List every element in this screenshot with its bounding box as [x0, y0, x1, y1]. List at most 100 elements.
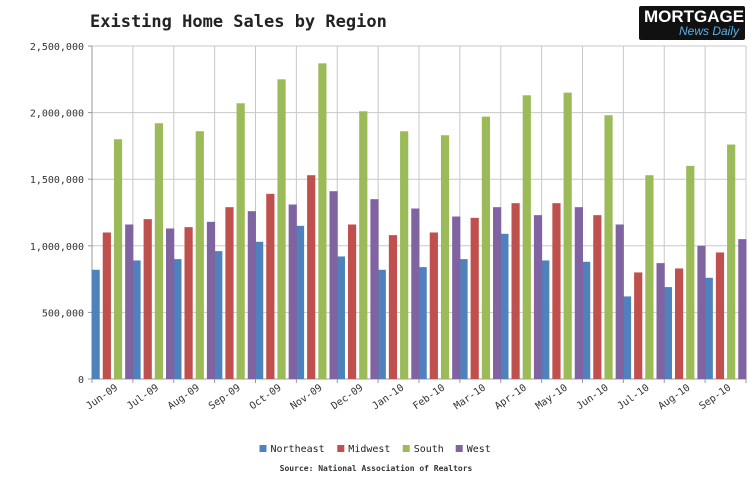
- bar-northeast-may-10: [541, 260, 550, 379]
- bar-south-oct-09: [277, 79, 286, 380]
- bar-west-jul-09: [166, 228, 175, 379]
- bar-northeast-oct-09: [255, 241, 264, 379]
- bar-west-aug-10: [697, 245, 706, 379]
- bar-northeast-jun-09: [91, 269, 100, 379]
- logo-wordmark: MORTGAGE: [644, 7, 745, 26]
- x-tick-label: Sep-09: [207, 382, 243, 412]
- bar-midwest-aug-09: [184, 227, 193, 379]
- legend-label-midwest: Midwest: [348, 444, 390, 455]
- x-tick-label: Jan-10: [370, 382, 406, 412]
- bar-west-mar-10: [493, 207, 502, 379]
- bar-west-jul-10: [656, 263, 665, 379]
- x-tick-label: Jun-09: [84, 382, 120, 412]
- y-tick-label: 500,000: [42, 308, 84, 319]
- bar-midwest-sep-10: [715, 252, 725, 379]
- legend-label-northeast: Northeast: [271, 444, 325, 455]
- x-tick-label: Oct-09: [248, 382, 284, 412]
- bar-west-aug-09: [206, 221, 216, 379]
- y-tick-label: 2,500,000: [30, 42, 84, 53]
- y-tick-label: 1,500,000: [30, 175, 84, 186]
- bar-midwest-apr-10: [511, 203, 520, 379]
- bar-west-jun-10: [615, 224, 624, 379]
- bar-northeast-sep-10: [704, 277, 713, 379]
- bar-west-sep-10: [738, 239, 747, 379]
- bar-west-apr-10: [533, 215, 543, 379]
- bar-northeast-jun-10: [582, 261, 591, 379]
- bar-midwest-mar-10: [470, 217, 479, 379]
- bar-west-jun-09: [125, 224, 134, 379]
- legend-label-south: South: [414, 444, 444, 455]
- bar-south-feb-10: [440, 135, 450, 379]
- bar-northeast-jan-10: [377, 269, 386, 379]
- y-tick-label: 2,000,000: [30, 109, 84, 120]
- bar-northeast-mar-10: [459, 259, 468, 379]
- chart-title: Existing Home Sales by Region: [90, 12, 387, 32]
- bar-south-sep-10: [727, 144, 736, 379]
- x-tick-label: Sep-10: [697, 382, 733, 412]
- x-tick-label: Apr-10: [493, 382, 529, 412]
- bar-midwest-jan-10: [388, 235, 398, 379]
- bar-south-jul-10: [645, 175, 654, 379]
- bar-northeast-nov-09: [295, 225, 305, 379]
- bar-south-sep-09: [236, 103, 245, 379]
- bar-northeast-jul-10: [622, 296, 632, 379]
- bar-northeast-aug-10: [663, 287, 672, 379]
- bar-midwest-aug-10: [674, 268, 684, 379]
- bar-west-may-10: [574, 207, 583, 379]
- x-tick-label: Jun-10: [575, 382, 611, 412]
- bar-south-dec-09: [359, 111, 368, 380]
- bar-south-may-10: [563, 92, 572, 380]
- legend-swatch-northeast: [259, 445, 267, 452]
- x-tick-label: Aug-09: [166, 382, 202, 412]
- bar-south-aug-09: [195, 131, 204, 379]
- bar-midwest-sep-09: [225, 207, 234, 379]
- bar-west-nov-09: [329, 191, 338, 379]
- bar-northeast-sep-09: [214, 251, 223, 379]
- bar-midwest-jun-09: [102, 232, 111, 379]
- bar-west-sep-09: [247, 211, 256, 379]
- bar-northeast-dec-09: [336, 256, 345, 379]
- x-tick-label: Aug-10: [657, 382, 693, 412]
- legend-swatch-west: [455, 445, 463, 452]
- bar-midwest-jul-10: [634, 272, 643, 379]
- bar-northeast-jul-09: [132, 260, 141, 379]
- bar-south-aug-10: [686, 165, 695, 379]
- bar-south-jul-09: [154, 123, 164, 379]
- x-tick-label: Feb-10: [411, 382, 447, 412]
- bar-west-feb-10: [452, 216, 461, 379]
- bar-northeast-apr-10: [500, 233, 509, 379]
- bar-midwest-feb-10: [429, 232, 438, 379]
- bar-south-nov-09: [318, 63, 327, 379]
- bar-northeast-feb-10: [418, 267, 427, 379]
- x-tick-label: Nov-09: [289, 382, 325, 412]
- bar-midwest-may-10: [552, 203, 561, 379]
- bar-south-apr-10: [522, 95, 531, 379]
- bar-south-jan-10: [400, 131, 409, 379]
- x-tick-label: Jul-09: [125, 382, 161, 412]
- bar-south-mar-10: [481, 116, 491, 379]
- bar-midwest-jun-10: [593, 215, 602, 379]
- bar-northeast-aug-09: [173, 259, 182, 379]
- legend-swatch-south: [402, 445, 410, 452]
- legend-swatch-midwest: [337, 445, 345, 452]
- bar-west-oct-09: [288, 204, 297, 379]
- mortgage-news-daily-logo: MORTGAGE News Daily: [639, 6, 745, 40]
- bar-west-jan-10: [411, 208, 420, 379]
- bar-midwest-jul-09: [143, 219, 152, 379]
- bar-south-jun-09: [113, 139, 123, 379]
- y-tick-label: 0: [78, 375, 84, 386]
- bar-midwest-dec-09: [347, 224, 357, 379]
- bar-south-jun-10: [604, 115, 613, 379]
- x-tick-label: Jul-10: [616, 382, 652, 412]
- x-tick-label: Dec-09: [330, 382, 366, 412]
- source-note: Source: National Association of Realtors: [279, 464, 473, 473]
- bar-midwest-oct-09: [266, 193, 275, 379]
- bar-west-dec-09: [370, 199, 379, 379]
- logo-tagline: News Daily: [678, 24, 739, 38]
- bar-midwest-nov-09: [307, 175, 316, 379]
- x-tick-label: May-10: [534, 382, 570, 412]
- legend-label-west: West: [467, 444, 491, 455]
- y-tick-label: 1,000,000: [30, 242, 84, 253]
- x-tick-label: Mar-10: [452, 382, 488, 412]
